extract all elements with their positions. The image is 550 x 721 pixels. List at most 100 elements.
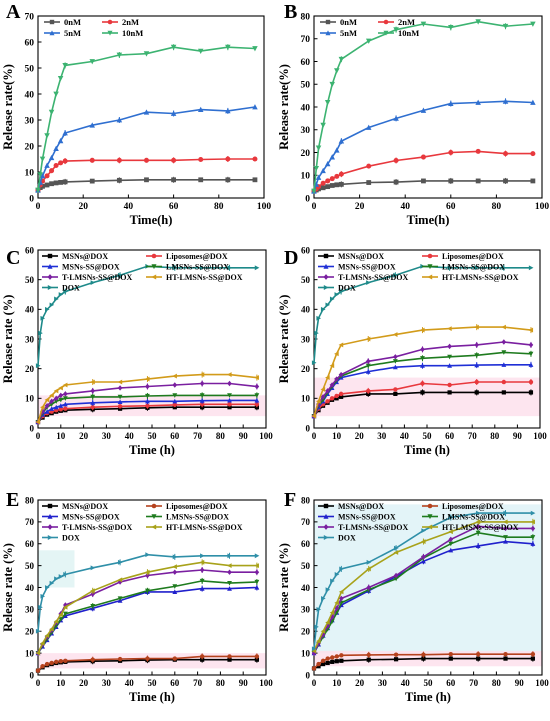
data-point (145, 588, 150, 594)
data-point (329, 363, 335, 369)
x-tick-label: 90 (513, 431, 523, 441)
data-point (170, 110, 177, 116)
data-point (339, 566, 344, 572)
x-tick-label: 40 (124, 202, 134, 212)
data-point (35, 363, 41, 369)
y-tick-label: 50 (25, 561, 35, 571)
series-10nM (35, 44, 258, 194)
panel-d: 0 10 20 30 40 50 60 70 80 90 100 0 10 20 30 40 50 60 Time … (277, 245, 547, 457)
data-point (227, 380, 232, 387)
data-point (252, 46, 258, 52)
data-point (476, 656, 481, 661)
data-point (329, 154, 335, 160)
legend-item: LMSNs-SS@DOX (146, 513, 229, 522)
series-line (313, 100, 533, 192)
data-point (447, 354, 453, 360)
legend-marker (427, 514, 433, 520)
y-tick-label: 60 (25, 539, 35, 549)
series-0nM (35, 176, 258, 193)
data-point (475, 519, 481, 525)
data-point (117, 656, 123, 662)
data-point (252, 104, 258, 110)
data-point (315, 174, 322, 180)
data-point (39, 156, 46, 162)
data-point (311, 188, 317, 195)
data-point (200, 553, 205, 559)
x-tick-label: 100 (259, 431, 273, 441)
data-point (475, 148, 481, 154)
y-tick-label: 10 (301, 648, 311, 658)
y-tick-label: 40 (25, 90, 35, 100)
data-point (144, 569, 150, 575)
y-tick-label: 80 (301, 12, 311, 22)
legend-item: 5nM (320, 28, 357, 38)
x-tick-label: 10 (56, 678, 66, 688)
data-point (254, 393, 260, 398)
x-tick-label: 10 (332, 431, 342, 441)
data-point (199, 398, 205, 403)
data-point (474, 379, 479, 385)
data-point (530, 510, 536, 516)
x-tick-label: 20 (79, 431, 89, 441)
legend-label: 2nM (398, 17, 415, 27)
data-point (334, 351, 339, 357)
x-tick-label: 90 (239, 431, 249, 441)
data-point (117, 394, 123, 400)
data-point (49, 181, 54, 187)
x-tick-label: 50 (148, 431, 158, 441)
data-point (320, 306, 326, 312)
x-tick-label: 80 (216, 431, 226, 441)
data-point (530, 519, 535, 525)
series-DOX (35, 552, 260, 634)
legend-item: MSNs-SS@DOX (318, 263, 396, 272)
legend-item: DOX (318, 534, 356, 543)
data-point (420, 381, 425, 386)
data-point (530, 99, 536, 105)
data-point (392, 359, 398, 364)
data-point (330, 655, 335, 660)
data-point (172, 382, 178, 388)
data-point (447, 265, 453, 271)
data-point (316, 315, 322, 321)
data-point (117, 577, 123, 583)
legend-label: MSNs-SS@DOX (62, 513, 120, 522)
data-point (254, 383, 260, 390)
data-point (448, 536, 454, 543)
data-point (325, 302, 331, 308)
data-point (503, 151, 509, 157)
data-point (448, 541, 454, 547)
legend-label: 2nM (122, 17, 139, 27)
x-tick-label: 20 (355, 678, 365, 688)
data-point (63, 391, 68, 397)
data-point (117, 399, 123, 404)
data-point (321, 596, 326, 601)
data-point (90, 657, 95, 662)
data-point (145, 656, 150, 661)
data-point (447, 343, 452, 350)
plot-frame (37, 15, 265, 199)
legend-label: MSNs@DOX (338, 502, 384, 511)
data-point (501, 390, 506, 395)
legend-item: MSNs@DOX (318, 502, 384, 511)
data-point (530, 178, 536, 184)
legend-label: LMSNs-SS@DOX (166, 513, 229, 522)
legend-item: 5nM (44, 28, 81, 38)
x-tick-label: 70 (469, 678, 479, 688)
data-point (334, 147, 340, 153)
series-HT-LMSNs-SS@DOX (35, 559, 259, 656)
x-tick-label: 90 (239, 678, 249, 688)
data-point (530, 151, 536, 157)
data-point (474, 353, 480, 358)
data-point (528, 342, 534, 348)
legend-marker (107, 30, 113, 36)
data-point (44, 182, 50, 188)
data-point (227, 569, 232, 575)
data-point (420, 107, 427, 113)
data-point (49, 392, 54, 398)
data-point (501, 265, 507, 271)
data-point (40, 408, 45, 415)
legend-marker (323, 274, 329, 280)
data-point (393, 576, 399, 582)
data-point (475, 99, 481, 105)
x-tick-label: 60 (169, 202, 179, 212)
